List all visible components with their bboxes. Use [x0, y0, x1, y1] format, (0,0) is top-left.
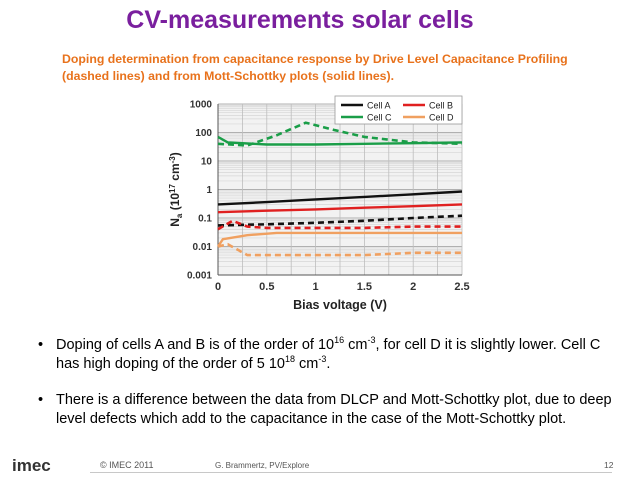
series-line-cell-c-dashed — [217, 121, 463, 147]
series-line-cell-a-dashed — [217, 214, 463, 227]
series-line-cell-d-solid — [217, 231, 462, 248]
y-tick-label: 0.001 — [187, 271, 212, 282]
x-tick-label: 2 — [410, 281, 416, 293]
legend-box — [334, 95, 463, 125]
bullet1-sup-2: -3 — [367, 335, 376, 345]
legend-label: Cell C — [367, 113, 392, 123]
x-axis-label: Bias voltage (V) — [293, 298, 387, 312]
x-tick-label: 2.5 — [454, 281, 469, 293]
y-tick-label: 10 — [201, 157, 213, 168]
bullet1-sup-4: -3 — [318, 353, 327, 364]
legend-label: Cell B — [429, 101, 453, 111]
bullet1-text-2: cm — [344, 337, 368, 353]
bullet-dlcp-difference: • There is a difference between the data… — [34, 391, 614, 428]
footer-author: G. Brammertz, PV/Explore — [215, 461, 310, 470]
x-tick-label: 1.5 — [357, 281, 372, 293]
bullet2-text: There is a difference between the data f… — [56, 392, 612, 427]
bullet1-sup-1: 16 — [334, 335, 345, 345]
doping-chart: 0.001 0.01 0.1 1 10 100 1000 0 0.5 1 1.5 2 2.5 Bias v… — [168, 95, 470, 312]
series-line-cell-b-dashed — [217, 219, 462, 231]
slide-title: CV-measurements solar cells — [126, 6, 474, 34]
y-tick-label: 100 — [195, 128, 212, 139]
footer-bar — [90, 458, 612, 473]
series-line-cell-a-solid — [217, 190, 463, 206]
x-tick-label: 0 — [215, 281, 221, 293]
page-number: 12 — [604, 460, 614, 470]
y-tick-label: 1000 — [190, 100, 213, 111]
footer-copyright: © IMEC 2011 — [100, 460, 154, 470]
y-axis-label: Na (1017 cm-3) — [168, 152, 184, 227]
bullet1-sup-3: 18 — [284, 353, 295, 364]
series-line-cell-d-dashed — [217, 242, 462, 257]
series-line-cell-b-solid — [217, 203, 463, 214]
bullet-symbol: • — [38, 337, 44, 353]
imec-logo: imec — [12, 456, 51, 475]
bullet-list: • Doping of cells A and B is of the orde… — [34, 336, 614, 446]
slide-footer: imec © IMEC 2011 G. Brammertz, PV/Explor… — [0, 452, 638, 479]
slide-subtitle: Doping determination from capacitance re… — [62, 52, 568, 83]
x-tick-label: 0.5 — [259, 281, 274, 293]
bullet-doping-levels: • Doping of cells A and B is of the orde… — [34, 336, 614, 373]
x-tick-label: 1 — [313, 281, 319, 293]
bullet1-text-5: . — [326, 355, 331, 372]
legend-label: Cell A — [367, 101, 391, 111]
bullet1-text-3: , for cell D it is slightly lower. Cell … — [56, 337, 601, 372]
bullet1-text-4: cm — [294, 355, 319, 372]
y-tick-label: 1 — [206, 185, 212, 196]
y-tick-label: 0.01 — [193, 242, 213, 253]
legend-label: Cell D — [429, 113, 454, 123]
bullet-symbol: • — [38, 392, 44, 408]
bullet1-text-1: Doping of cells A and B is of the order … — [56, 337, 335, 353]
y-tick-label: 0.1 — [198, 214, 212, 225]
